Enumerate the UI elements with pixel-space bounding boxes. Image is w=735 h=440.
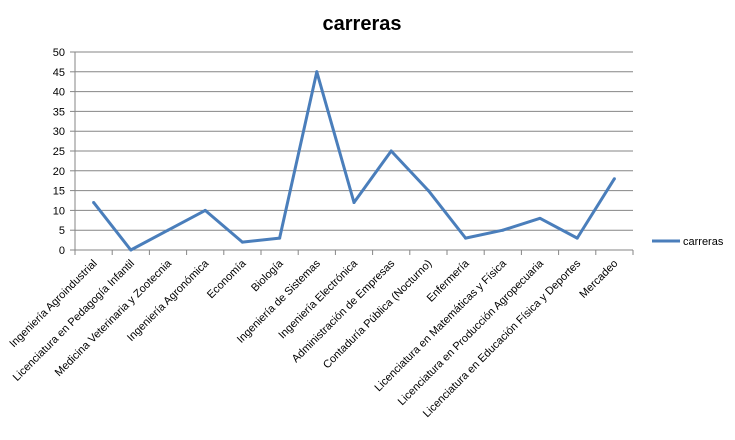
data-point	[129, 248, 133, 252]
y-tick-label: 5	[59, 225, 65, 237]
data-point	[278, 236, 282, 240]
data-point	[315, 70, 319, 74]
data-point	[203, 208, 207, 212]
y-tick-label: 25	[53, 146, 65, 158]
series-line-carreras	[92, 70, 616, 252]
x-category-label: Economía	[205, 257, 249, 301]
y-tick-label: 50	[53, 47, 65, 59]
y-tick-label: 30	[53, 126, 65, 138]
data-point	[240, 240, 244, 244]
x-category-label: Biología	[249, 257, 286, 294]
series-lines	[92, 70, 616, 252]
y-tick-label: 45	[53, 67, 65, 79]
data-point	[538, 216, 542, 220]
chart-title: carreras	[323, 13, 402, 35]
data-point	[501, 228, 505, 232]
y-tick-label: 40	[53, 87, 65, 99]
data-point	[464, 236, 468, 240]
data-point	[575, 236, 579, 240]
x-category-label: Mercadeo	[577, 258, 620, 301]
data-point	[92, 200, 96, 204]
data-point	[352, 200, 356, 204]
data-point	[166, 228, 170, 232]
y-axis-ticks: 0 5 10 15 20 25 30 35 40 45 50	[53, 47, 75, 257]
y-tick-label: 35	[53, 106, 65, 118]
y-tick-label: 0	[59, 245, 65, 257]
data-point	[612, 177, 616, 181]
data-point	[426, 189, 430, 193]
legend: carreras	[652, 236, 724, 248]
data-point	[389, 149, 393, 153]
y-tick-label: 20	[53, 166, 65, 178]
x-category-label: Licenciatura en Matemáticas y Física	[372, 257, 509, 394]
y-tick-label: 10	[53, 205, 65, 217]
y-tick-label: 15	[53, 186, 65, 198]
gridlines	[74, 51, 633, 251]
legend-label-carreras: carreras	[683, 236, 724, 248]
